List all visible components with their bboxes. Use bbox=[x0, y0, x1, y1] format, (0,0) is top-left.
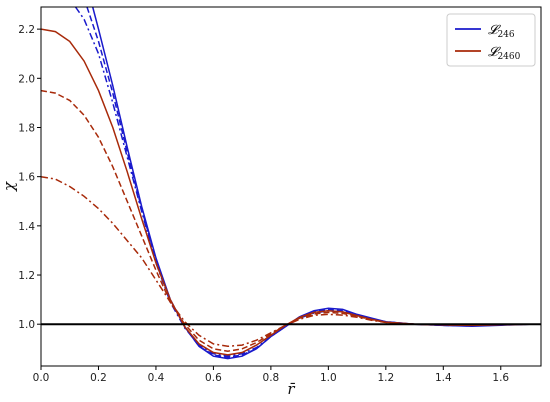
x-tick-label: 0.2 bbox=[90, 372, 107, 384]
x-tick-label: 0.4 bbox=[148, 372, 165, 384]
y-tick-label: 2.0 bbox=[18, 73, 35, 85]
ticks-layer: 0.0 0.2 0.4 0.6 0.8 1.0 1.2 1.4 1.6 1.0 1.2 1.4 1.6 1… bbox=[18, 24, 509, 384]
series-line-6 bbox=[41, 175, 530, 348]
y-tick-label: 2.2 bbox=[18, 24, 35, 36]
y-tick-label: 1.0 bbox=[18, 319, 35, 331]
legend-box bbox=[446, 13, 536, 67]
y-axis-label: χ bbox=[0, 181, 18, 192]
y-tick-label: 1.8 bbox=[18, 122, 35, 134]
x-tick-label: 0.8 bbox=[263, 372, 280, 384]
y-tick-label: 1.6 bbox=[18, 172, 35, 184]
x-axis-label: r̄ bbox=[287, 380, 295, 398]
x-tick-label: 0.6 bbox=[205, 372, 222, 384]
x-tick-label: 1.0 bbox=[320, 372, 337, 384]
x-tick-label: 1.2 bbox=[377, 372, 394, 384]
x-tick-label: 1.4 bbox=[435, 372, 452, 384]
y-tick-label: 1.2 bbox=[18, 270, 35, 282]
y-tick-label: 1.4 bbox=[18, 221, 35, 233]
x-tick-label: 0.0 bbox=[33, 372, 50, 384]
x-tick-label: 1.6 bbox=[492, 372, 509, 384]
plot-frame bbox=[40, 6, 542, 367]
